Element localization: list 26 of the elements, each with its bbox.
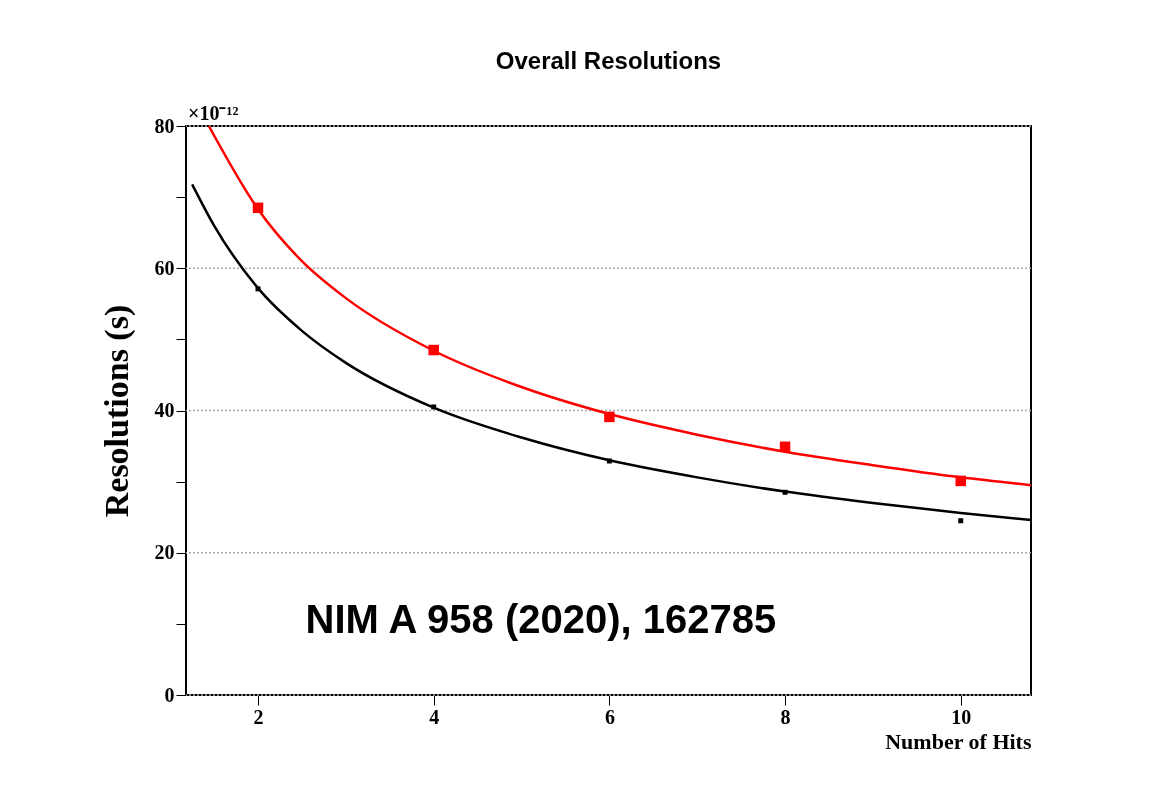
point (604, 411, 615, 423)
x-tick-label: 2 (253, 705, 264, 728)
point (782, 489, 788, 495)
y-axis-title: Resolutions (s) (97, 304, 136, 518)
point (955, 475, 966, 487)
line-series (207, 126, 1031, 487)
point (255, 286, 261, 292)
annotation: NIM A 958 (2020), 162785 (305, 597, 777, 642)
y-tick-label: 20 (154, 541, 175, 564)
point (958, 518, 964, 524)
text: ×10⁻¹² (188, 102, 239, 124)
x-tick-label: 6 (604, 705, 615, 728)
x-tick-label: 10 (951, 705, 972, 728)
x-tick-label: 8 (780, 705, 791, 728)
point (252, 202, 264, 214)
x-axis-title: Number of Hits (885, 728, 1032, 754)
chart-title: Overall Resolutions (495, 47, 722, 74)
point (779, 441, 791, 453)
y-tick-label: 40 (154, 399, 175, 421)
y-tick-label: 60 (154, 256, 175, 279)
point (431, 404, 437, 410)
point (428, 344, 439, 356)
x-tick-label: 4 (429, 705, 440, 728)
y-tick-label: 80 (154, 114, 175, 137)
y-tick-label: 0 (164, 683, 175, 706)
point (606, 458, 612, 464)
